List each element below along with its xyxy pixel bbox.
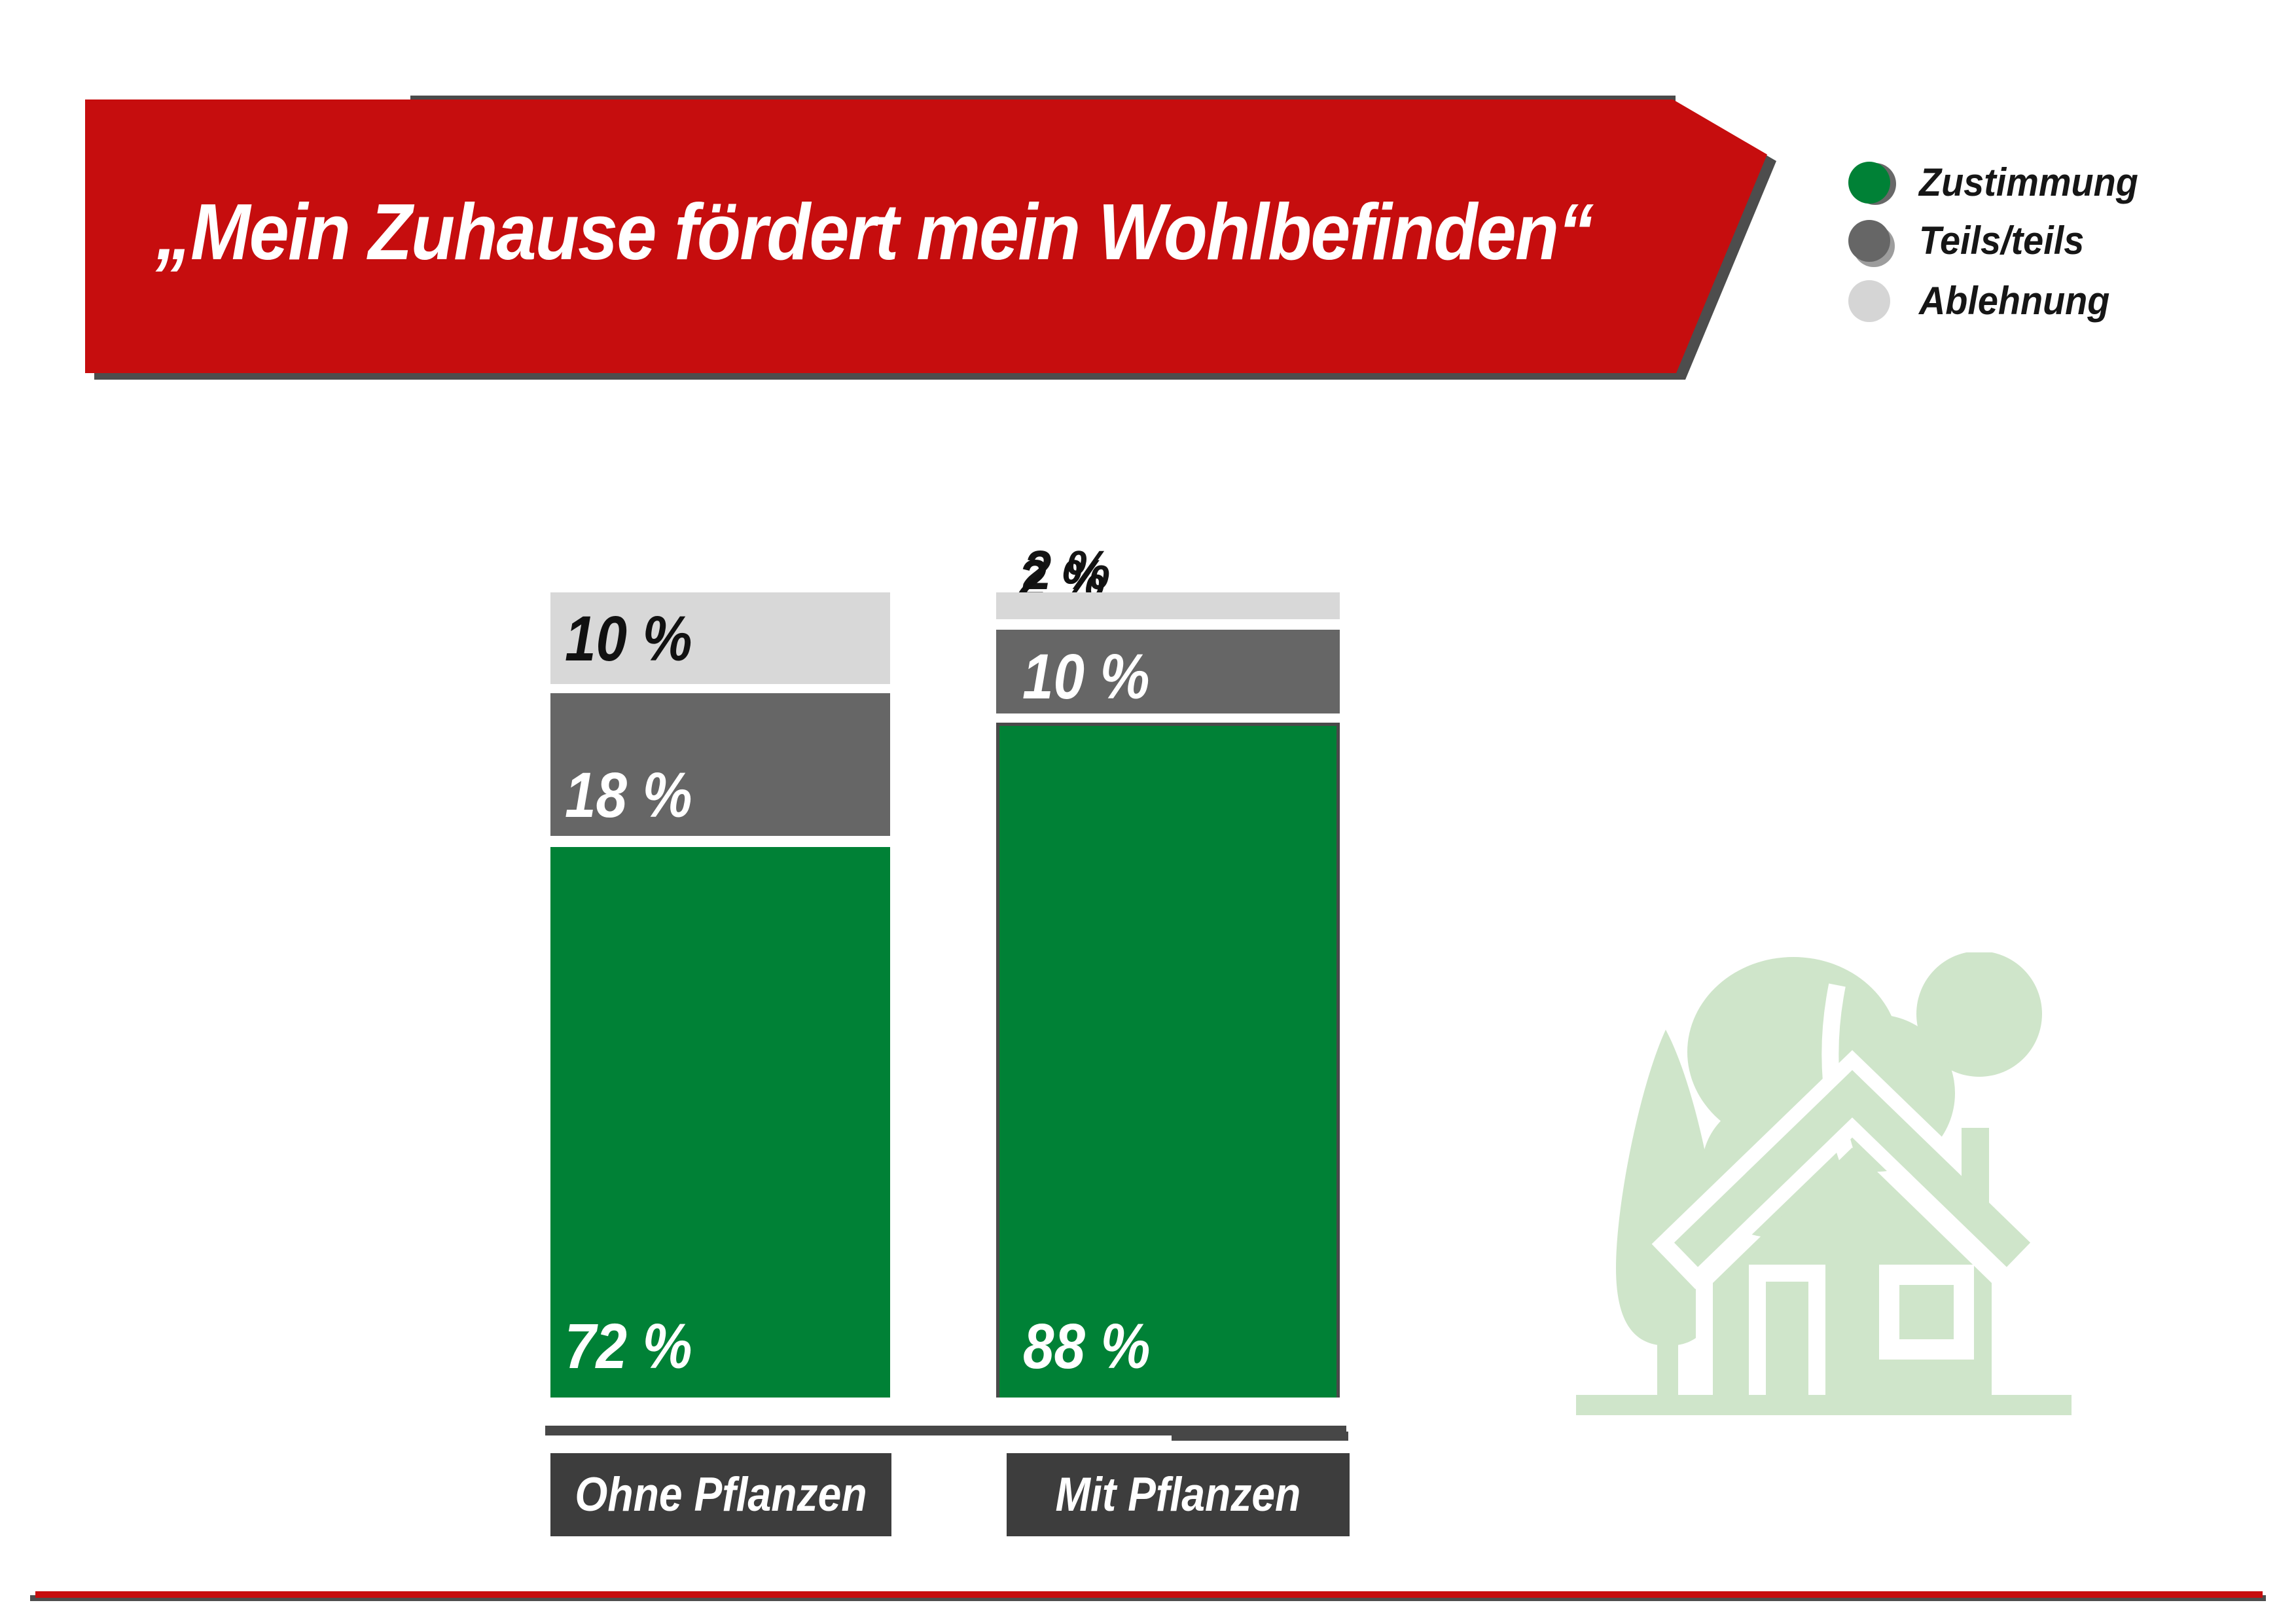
ground-shape [1576, 1395, 2072, 1415]
stacked-bar-mit-pflanzen: 2 % 10 % 88 % [996, 552, 1340, 1398]
roof-shape [1674, 1070, 2031, 1267]
segment-ablehnung: 10 % [550, 592, 890, 684]
sun-shape [1916, 952, 2042, 1077]
bottom-rule-shadow [30, 1595, 2266, 1601]
house-with-garden-icon [1576, 952, 2072, 1415]
window-pane-shape [1899, 1285, 1954, 1339]
legend-dot-gray-icon [1848, 220, 1890, 262]
segment-zustimmung: 72 % [550, 847, 890, 1398]
page-title: „Mein Zuhause fördert mein Wohlbefinden“ [156, 187, 1594, 276]
legend-item-partly: Teils/teils [1848, 220, 2096, 262]
tree-trunk-shape [1657, 1344, 1678, 1396]
segment-ablehnung [996, 592, 1340, 619]
legend-label: Teils/teils [1919, 219, 2085, 262]
legend-item-reject: Ablehnung [1848, 280, 2124, 322]
stacked-bar-ohne-pflanzen: 10 % 18 % 72 % [550, 592, 890, 1398]
legend-label: Zustimmung [1919, 160, 2138, 204]
door-shape [1766, 1282, 1808, 1396]
category-box-ohne-pflanzen: Ohne Pflanzen [550, 1453, 891, 1536]
baseline-axis [545, 1426, 1346, 1435]
value-label: 88 % [1023, 1310, 1151, 1382]
legend-dot-lightgray-icon [1848, 280, 1890, 322]
category-label: Ohne Pflanzen [575, 1468, 867, 1521]
banner-ribbon [85, 99, 1767, 373]
title-banner [85, 96, 1776, 380]
baseline-axis-overlap-stroke [1172, 1432, 1348, 1441]
legend-item-agree: Zustimmung [1848, 162, 2155, 204]
segment-teils-teils: 10 % [996, 630, 1340, 713]
value-label: 10 % [1022, 641, 1150, 712]
banner-shadow-top-sliver [410, 96, 1676, 102]
category-box-mit-pflanzen: Mit Pflanzen [1007, 1453, 1350, 1536]
bottom-rule [35, 1591, 2263, 1598]
value-label: 72 % [565, 1310, 692, 1382]
segment-teils-teils: 18 % [550, 693, 890, 836]
segment-zustimmung: 88 % [996, 723, 1340, 1398]
legend-label: Ablehnung [1919, 279, 2110, 323]
legend-dot-green-icon [1848, 162, 1890, 204]
category-label: Mit Pflanzen [1055, 1468, 1301, 1521]
value-label: 10 % [565, 603, 692, 674]
value-label: 18 % [565, 759, 692, 831]
